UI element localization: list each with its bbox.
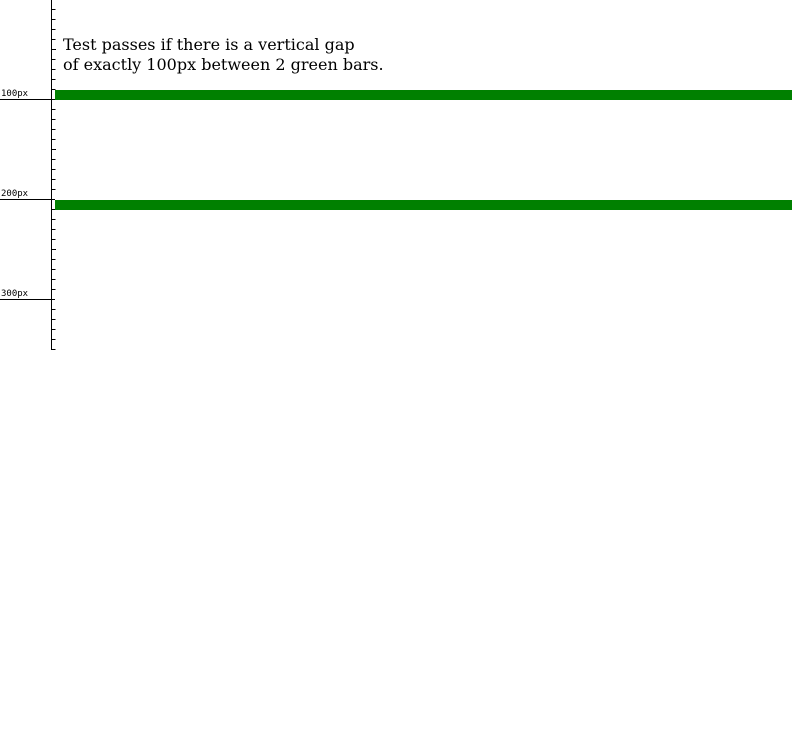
ruler-label-200: 200px xyxy=(1,189,29,199)
green-bar-bottom xyxy=(55,200,792,210)
instructions-line-2: of exactly 100px between 2 green bars. xyxy=(63,55,384,74)
test-instructions: Test passes if there is a vertical gap o… xyxy=(63,35,384,75)
green-bar-top xyxy=(55,90,792,100)
ruler-ticks xyxy=(0,0,56,350)
vertical-ruler: 100px 200px 300px xyxy=(0,0,56,350)
ruler-label-100: 100px xyxy=(1,89,29,99)
ruler-label-300: 300px xyxy=(1,289,29,299)
instructions-line-1: Test passes if there is a vertical gap xyxy=(63,35,355,54)
